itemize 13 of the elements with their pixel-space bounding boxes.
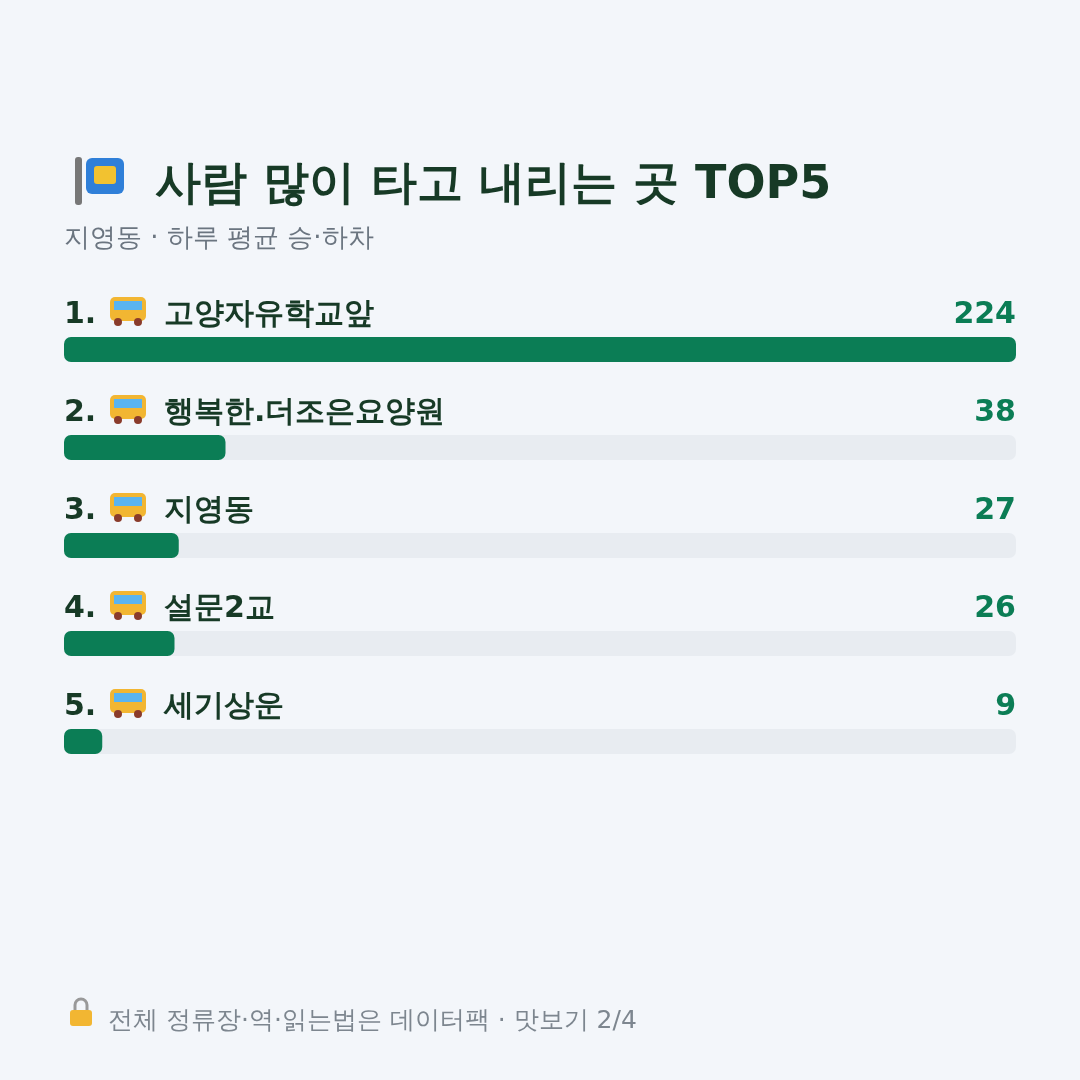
data-label: 26	[974, 589, 1016, 624]
text: 전체 정류장·역·읽는법은 데이터팩 · 맛보기 2/4	[108, 1005, 637, 1034]
chart-subtitle: 지영동 · 하루 평균 승·하차	[64, 222, 374, 252]
data-label: 9	[995, 687, 1016, 722]
category-label: 2. 행복한.더조은요양원	[64, 393, 446, 428]
category-label: 5. 세기상운	[64, 687, 284, 722]
category-label: 1. 고양자유학교앞	[64, 295, 374, 330]
chart-title: 사람 많이 타고 내리는 곳 TOP5	[155, 155, 832, 209]
category-label: 4. 설문2교	[64, 589, 275, 624]
data-label: 27	[974, 491, 1016, 526]
data-label: 38	[974, 393, 1016, 428]
data-label: 224	[953, 295, 1016, 330]
category-label: 3. 지영동	[64, 491, 254, 526]
